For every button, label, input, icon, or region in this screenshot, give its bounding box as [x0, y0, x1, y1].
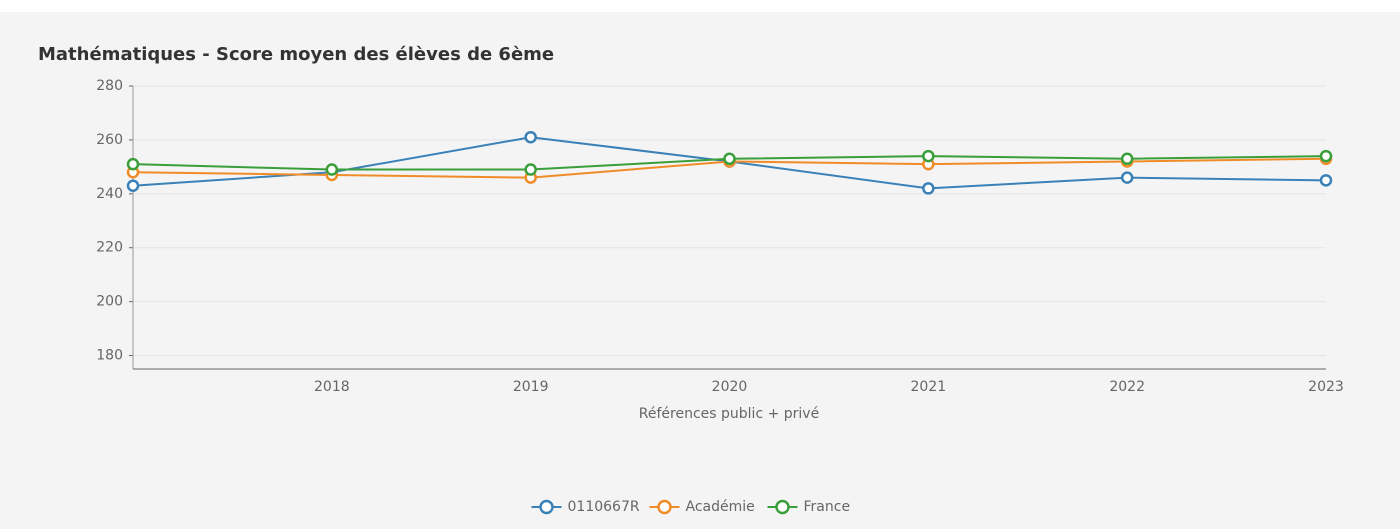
- x-tick-label: 2020: [712, 379, 748, 395]
- data-point: [1319, 149, 1333, 163]
- chart-background: [0, 12, 1400, 529]
- x-tick-label: 2018: [314, 379, 350, 395]
- legend-label: 0110667R: [568, 499, 640, 515]
- data-point: [1319, 174, 1333, 187]
- y-tick-label: 280: [96, 78, 123, 94]
- data-point: [1120, 152, 1134, 166]
- data-point: [126, 157, 140, 171]
- data-point: [126, 179, 140, 192]
- data-point: [922, 149, 935, 163]
- data-point: [922, 182, 935, 195]
- x-tick-label: 2023: [1308, 379, 1344, 395]
- legend-label: Académie: [686, 499, 755, 515]
- y-tick-label: 240: [96, 186, 123, 202]
- legend-marker: [657, 499, 672, 515]
- data-point: [524, 130, 537, 144]
- data-point: [723, 152, 736, 166]
- data-point: [325, 163, 339, 176]
- data-point: [1120, 171, 1134, 184]
- legend-marker: [539, 499, 554, 515]
- y-tick-label: 220: [96, 240, 123, 256]
- y-tick-label: 260: [96, 132, 123, 148]
- x-tick-label: 2019: [513, 379, 549, 395]
- y-tick-label: 180: [96, 348, 123, 364]
- x-tick-label: 2022: [1109, 379, 1145, 395]
- x-tick-label: 2021: [911, 379, 947, 395]
- legend-label: France: [804, 499, 851, 515]
- legend-marker: [775, 499, 790, 515]
- y-tick-label: 200: [96, 294, 123, 310]
- data-point: [524, 163, 537, 176]
- x-axis-label: Références public + privé: [639, 406, 819, 422]
- chart-title: Mathématiques - Score moyen des élèves d…: [38, 44, 554, 65]
